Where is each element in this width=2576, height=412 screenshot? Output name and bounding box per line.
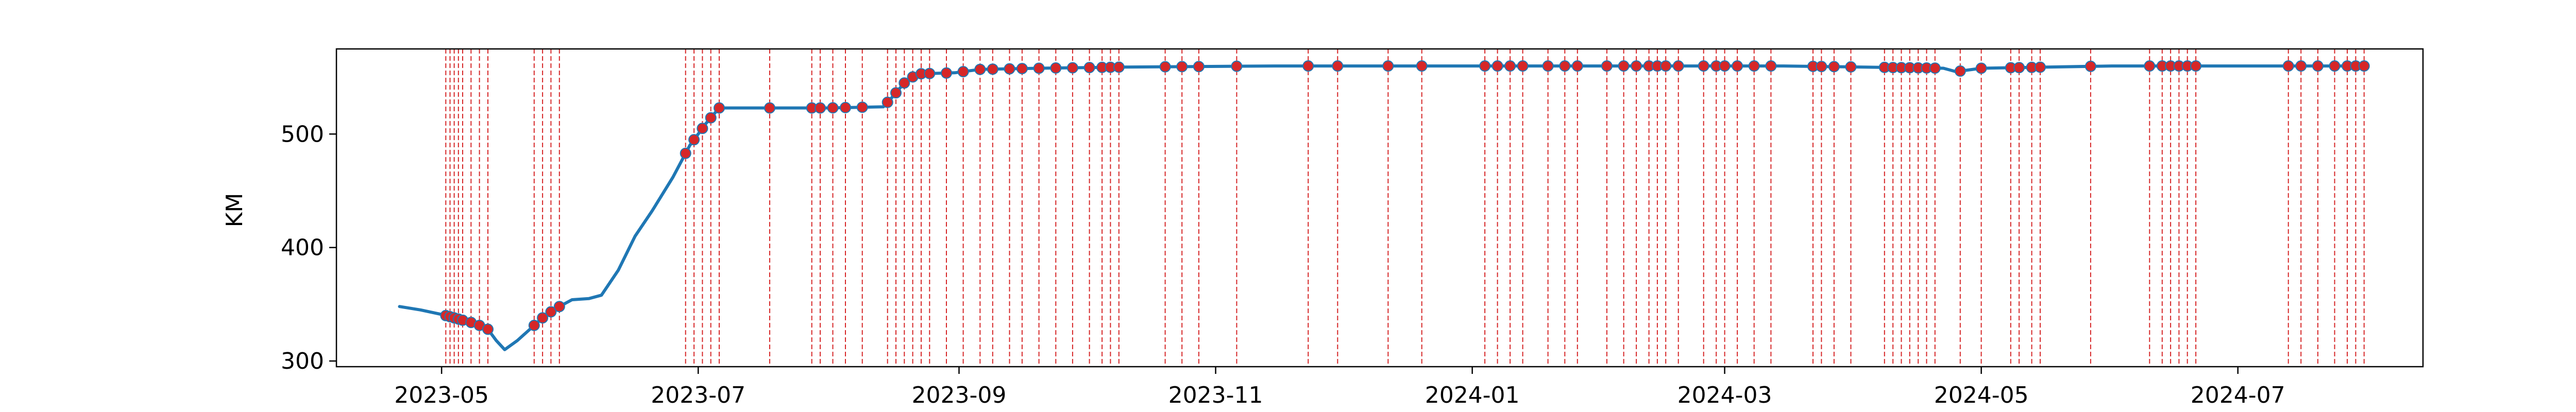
event-point: [1517, 60, 1529, 72]
event-point: [1631, 60, 1642, 72]
event-point: [1033, 62, 1045, 74]
event-point: [714, 102, 725, 114]
event-point: [1302, 60, 1314, 72]
event-point: [1660, 60, 1672, 72]
event-point: [1050, 62, 1062, 74]
x-tick-label: 2023-11: [1168, 382, 1263, 408]
x-axis: 2023-05 2023-07 2023-09 2023-11 2024-01 2024-…: [394, 367, 2285, 408]
event-point: [899, 77, 910, 89]
event-point: [1828, 61, 1840, 73]
event-point: [482, 323, 494, 335]
y-tick-label: 300: [281, 348, 324, 374]
x-tick-label: 2024-01: [1425, 382, 1520, 408]
event-point: [545, 306, 557, 318]
event-point: [1765, 60, 1777, 72]
event-point: [1542, 60, 1554, 72]
event-point: [1416, 60, 1428, 72]
event-point: [1193, 61, 1205, 73]
event-point: [1016, 63, 1028, 75]
x-tick-label: 2024-05: [1934, 382, 2029, 408]
km-series-line: [398, 64, 2366, 351]
event-point: [1748, 60, 1760, 72]
event-point: [705, 112, 717, 124]
event-point: [2312, 60, 2324, 72]
y-tick-label: 400: [281, 235, 324, 261]
event-points: [440, 60, 2370, 335]
event-point: [1601, 60, 1613, 72]
event-point: [1954, 65, 1966, 77]
event-point: [1719, 60, 1731, 72]
event-point: [1975, 62, 1987, 74]
event-point: [1571, 60, 1583, 72]
event-point: [1113, 61, 1125, 73]
event-point: [2282, 60, 2294, 72]
plot-frame: [335, 48, 2424, 368]
event-point: [924, 67, 936, 79]
event-point: [2144, 60, 2156, 72]
event-point: [987, 63, 998, 75]
event-point: [2084, 60, 2096, 72]
x-tick-label: 2024-03: [1677, 382, 1772, 408]
event-point: [2329, 60, 2341, 72]
event-point: [1732, 60, 1743, 72]
event-point: [2190, 60, 2202, 72]
event-point: [1504, 60, 1516, 72]
event-point: [1332, 60, 1344, 72]
event-point: [2358, 60, 2370, 72]
event-point: [680, 147, 691, 159]
event-point: [1176, 61, 1188, 73]
event-point: [1066, 62, 1078, 74]
event-point: [1083, 62, 1095, 74]
km-series-layer: [398, 64, 2366, 351]
event-point: [890, 87, 902, 99]
x-tick-label: 2023-07: [651, 382, 745, 408]
event-point: [764, 102, 775, 114]
y-tick-label: 500: [281, 121, 324, 147]
x-tick-label: 2024-07: [2191, 382, 2285, 408]
event-markers: [445, 49, 2365, 367]
event-point: [840, 101, 851, 113]
event-point: [537, 312, 549, 324]
event-point: [1672, 60, 1684, 72]
event-point: [1816, 61, 1827, 73]
event-point: [697, 123, 708, 134]
event-point: [1929, 62, 1941, 74]
event-point: [1618, 60, 1630, 72]
x-tick-label: 2023-09: [912, 382, 1007, 408]
event-point: [688, 134, 700, 146]
event-point: [553, 301, 565, 313]
event-point: [856, 101, 868, 113]
event-point: [1559, 60, 1571, 72]
event-point: [827, 102, 839, 114]
event-point: [941, 67, 952, 79]
event-point: [528, 319, 540, 331]
event-point: [1004, 63, 1015, 75]
event-point: [2035, 61, 2046, 73]
event-point: [957, 66, 969, 78]
event-point: [1231, 60, 1243, 72]
event-point: [974, 63, 986, 75]
event-point: [1382, 60, 1394, 72]
event-point: [1159, 61, 1171, 73]
event-point: [1492, 60, 1503, 72]
event-point: [1698, 60, 1709, 72]
event-point: [1845, 61, 1857, 73]
event-point: [2295, 60, 2307, 72]
event-point: [1479, 60, 1491, 72]
event-point: [815, 102, 826, 114]
y-axis-label: KM: [222, 193, 248, 228]
event-point: [882, 96, 893, 108]
x-tick-label: 2023-05: [394, 382, 489, 408]
event-point: [2013, 62, 2025, 74]
y-axis: 300 400 500: [281, 121, 336, 374]
